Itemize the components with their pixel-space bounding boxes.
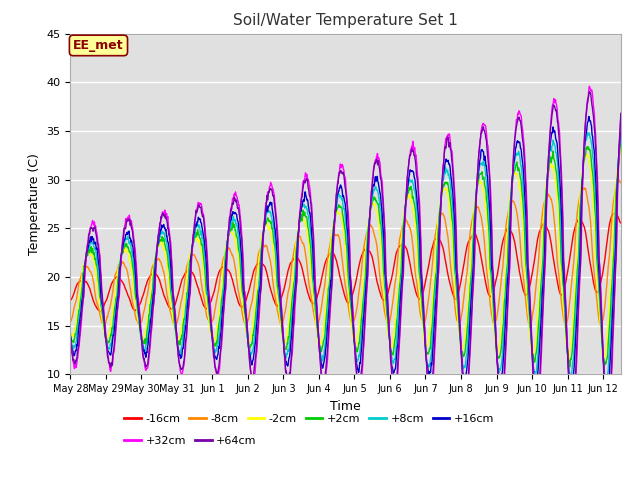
-16cm xyxy=(226,269,234,275)
Line: -2cm: -2cm xyxy=(70,149,621,359)
-8cm xyxy=(67,318,74,324)
Line: +32cm: +32cm xyxy=(70,86,621,429)
+64cm xyxy=(617,110,625,116)
+64cm xyxy=(225,218,233,224)
Line: -16cm: -16cm xyxy=(70,213,621,312)
+8cm xyxy=(176,348,184,354)
Legend: +32cm, +64cm: +32cm, +64cm xyxy=(120,432,261,451)
+16cm xyxy=(483,168,491,173)
-16cm xyxy=(483,287,491,292)
Line: +64cm: +64cm xyxy=(70,92,621,419)
+2cm xyxy=(176,339,184,345)
+2cm xyxy=(483,199,491,204)
+16cm xyxy=(225,227,233,233)
-2cm xyxy=(275,308,283,313)
-16cm xyxy=(67,297,74,302)
Line: -8cm: -8cm xyxy=(70,180,621,326)
-2cm xyxy=(617,146,625,152)
+32cm xyxy=(617,115,625,120)
-16cm xyxy=(617,220,625,226)
-8cm xyxy=(275,316,283,322)
+32cm xyxy=(275,267,283,273)
Y-axis label: Temperature (C): Temperature (C) xyxy=(28,153,41,255)
-16cm xyxy=(176,284,184,290)
X-axis label: Time: Time xyxy=(330,400,361,413)
+8cm xyxy=(483,182,491,188)
+16cm xyxy=(603,393,611,398)
+2cm xyxy=(275,296,283,301)
+32cm xyxy=(176,361,184,367)
+64cm xyxy=(67,338,74,344)
+2cm xyxy=(67,331,74,337)
-16cm xyxy=(97,309,104,314)
+64cm xyxy=(275,281,283,287)
+16cm xyxy=(617,129,625,134)
+2cm xyxy=(165,267,173,273)
+64cm xyxy=(586,89,593,95)
Title: Soil/Water Temperature Set 1: Soil/Water Temperature Set 1 xyxy=(233,13,458,28)
-8cm xyxy=(614,177,621,182)
+8cm xyxy=(225,230,233,236)
+64cm xyxy=(604,416,611,422)
+2cm xyxy=(225,232,233,238)
-8cm xyxy=(545,192,552,198)
-2cm xyxy=(67,334,74,340)
-2cm xyxy=(483,217,491,223)
+8cm xyxy=(544,170,552,176)
+64cm xyxy=(483,144,491,149)
+16cm xyxy=(544,166,552,172)
+64cm xyxy=(544,165,552,170)
Text: EE_met: EE_met xyxy=(73,39,124,52)
+8cm xyxy=(275,293,283,299)
-8cm xyxy=(176,307,184,312)
+16cm xyxy=(275,284,283,290)
+64cm xyxy=(165,231,173,237)
-8cm xyxy=(225,245,233,251)
+8cm xyxy=(67,337,74,343)
-16cm xyxy=(276,300,284,305)
Line: +8cm: +8cm xyxy=(70,133,621,382)
+8cm xyxy=(165,259,173,264)
-8cm xyxy=(483,272,491,277)
+8cm xyxy=(585,130,593,136)
Line: +16cm: +16cm xyxy=(70,117,621,396)
-8cm xyxy=(617,180,625,185)
-16cm xyxy=(166,305,173,311)
-8cm xyxy=(278,324,285,329)
+8cm xyxy=(617,132,625,137)
+16cm xyxy=(67,334,74,339)
-2cm xyxy=(176,334,184,339)
+16cm xyxy=(165,248,173,254)
+2cm xyxy=(617,141,625,147)
-2cm xyxy=(600,356,608,361)
-16cm xyxy=(612,210,620,216)
+16cm xyxy=(176,352,184,358)
+32cm xyxy=(67,337,74,343)
-2cm xyxy=(544,170,552,176)
-8cm xyxy=(165,303,173,309)
-16cm xyxy=(545,228,552,233)
-2cm xyxy=(165,286,173,291)
+32cm xyxy=(544,172,552,178)
+16cm xyxy=(585,114,593,120)
+32cm xyxy=(586,84,593,89)
+32cm xyxy=(483,133,491,139)
+32cm xyxy=(604,426,612,432)
+2cm xyxy=(566,364,573,370)
+8cm xyxy=(602,379,610,385)
-2cm xyxy=(225,228,233,234)
+2cm xyxy=(544,173,552,179)
+32cm xyxy=(165,228,173,233)
+64cm xyxy=(176,362,184,368)
Line: +2cm: +2cm xyxy=(70,144,621,367)
+32cm xyxy=(225,223,233,229)
